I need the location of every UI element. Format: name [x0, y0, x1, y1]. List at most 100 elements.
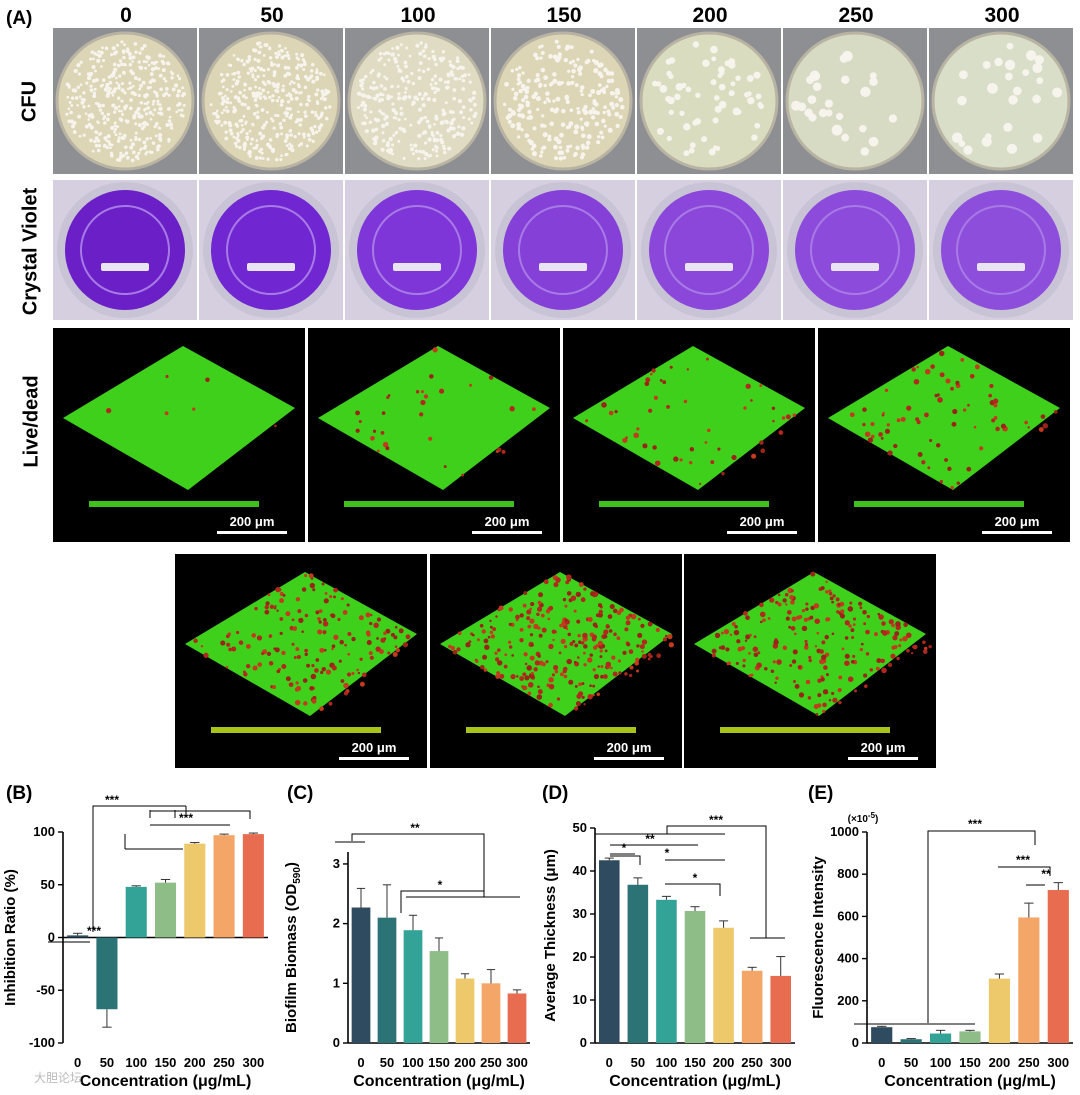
x-tick-label: 300 — [506, 1055, 528, 1070]
bar-250 — [213, 835, 235, 938]
scale-bar-line — [472, 531, 542, 534]
y-tick-label: 0 — [580, 1035, 587, 1050]
significance-label: *** — [105, 795, 119, 807]
scale-bar: 200 μm — [339, 740, 409, 760]
x-tick-label: 50 — [904, 1055, 918, 1070]
significance-label: *** — [179, 811, 193, 825]
bar-250 — [481, 983, 501, 1043]
significance-label: * — [665, 846, 670, 860]
conc-header-0: 0 — [120, 4, 132, 27]
crystal-violet-well-photo-150 — [491, 180, 635, 320]
biofilm-biomass-chart: 0 1 2 3 0 50 100 150 200 250 300 Concentration (μg/… — [283, 821, 530, 1090]
scale-bar-line — [727, 531, 797, 534]
y-axis-label: Average Thickness (μm) — [542, 849, 559, 1022]
significance-label: ** — [410, 821, 420, 835]
cfu-plate-photo-50 — [199, 28, 343, 174]
crystal-violet-well-photo-50 — [199, 180, 343, 320]
x-tick-label: 250 — [741, 1055, 763, 1070]
panel-a-label: (A) — [6, 8, 33, 29]
cfu-plate-photo-250 — [783, 28, 927, 174]
significance-bracket — [124, 810, 251, 850]
scale-bar: 200 μm — [217, 514, 287, 534]
scale-bar-line — [982, 531, 1052, 534]
bar-50 — [96, 937, 118, 1010]
y-axis-label: Inhibition Ratio (%) — [2, 869, 19, 1006]
live-dead-image-300: 200 μm — [684, 554, 936, 768]
bar-200 — [988, 978, 1011, 1043]
x-tick-label: 150 — [684, 1055, 706, 1070]
scale-bar-label: 200 μm — [351, 740, 397, 755]
x-tick-label: 250 — [1018, 1055, 1040, 1070]
bar-150 — [429, 951, 449, 1043]
bar-200 — [455, 978, 475, 1043]
x-tick-label: 200 — [713, 1055, 735, 1070]
scale-bar: 200 μm — [982, 514, 1052, 534]
significance-bracket — [854, 830, 1036, 1025]
panel-e-label: (E) — [808, 783, 834, 804]
conc-header-50: 50 — [260, 4, 284, 27]
y-tick-label: 2 — [333, 916, 340, 931]
crystal-violet-well-photo-250 — [783, 180, 927, 320]
bar-100 — [403, 930, 423, 1043]
scale-bar: 200 μm — [472, 514, 542, 534]
x-tick-label: 100 — [402, 1055, 424, 1070]
bar-0 — [871, 1027, 893, 1043]
scale-bar-line — [848, 757, 918, 760]
live-dead-image-250: 200 μm — [430, 554, 682, 768]
x-tick-label: 150 — [155, 1055, 177, 1070]
panel-c-label: (C) — [287, 783, 314, 804]
significance-label: ** — [1041, 867, 1051, 881]
x-tick-label: 150 — [959, 1055, 981, 1070]
bar-0 — [351, 907, 371, 1043]
y-tick-label: 600 — [837, 908, 859, 923]
significance-label: *** — [87, 924, 101, 938]
significance-bracket — [335, 833, 520, 898]
bar-0 — [67, 935, 89, 938]
conc-header-300: 300 — [984, 4, 1020, 27]
conc-header-250: 250 — [838, 4, 874, 27]
bar-300 — [770, 975, 791, 1043]
x-tick-label: 0 — [606, 1055, 613, 1070]
y-tick-label: 200 — [837, 993, 859, 1008]
watermark: 大胆论坛 — [34, 1071, 83, 1085]
cfu-plate-photo-150 — [491, 28, 635, 174]
y-tick-label: -100 — [29, 1035, 55, 1050]
bar-100 — [656, 899, 677, 1043]
row-label-crystal-violet: Crystal Violet — [19, 187, 42, 316]
x-tick-label: 150 — [428, 1055, 450, 1070]
y-tick-label: 0 — [48, 930, 55, 945]
significance-label: * — [622, 841, 627, 855]
significance-label: *** — [1016, 853, 1030, 867]
y-tick-label: 0 — [852, 1035, 859, 1050]
bar-0 — [599, 860, 620, 1043]
bar-300 — [242, 834, 264, 938]
y-axis-label: Biofilm Biomass (OD590) — [283, 862, 303, 1033]
x-tick-label: 200 — [989, 1055, 1011, 1070]
x-tick-label: 200 — [184, 1055, 206, 1070]
scale-bar-line — [217, 531, 287, 534]
crystal-violet-well-photo-200 — [637, 180, 781, 320]
scale-bar-label: 200 μm — [606, 740, 652, 755]
live-dead-image-50: 200 μm — [308, 328, 560, 542]
scale-note: (×10-5) — [848, 811, 879, 825]
x-tick-label: 100 — [656, 1055, 678, 1070]
x-axis-label: Concentration (μg/mL) — [609, 1073, 781, 1090]
scale-bar-label: 200 μm — [484, 514, 530, 529]
scale-bar: 200 μm — [594, 740, 664, 760]
row-label-cfu: CFU — [18, 80, 41, 123]
x-tick-label: 300 — [1047, 1055, 1069, 1070]
x-axis-label: Concentration (μg/mL) — [353, 1073, 525, 1090]
scale-bar: 200 μm — [848, 740, 918, 760]
live-dead-image-200: 200 μm — [175, 554, 427, 768]
significance-bracket — [665, 883, 721, 896]
x-axis-label: Concentration (μg/mL) — [884, 1073, 1056, 1090]
bar-50 — [900, 1039, 922, 1043]
conc-header-150: 150 — [546, 4, 582, 27]
bar-200 — [713, 927, 734, 1043]
bar-50 — [377, 917, 397, 1043]
y-tick-label: 3 — [333, 856, 340, 871]
x-tick-label: 100 — [930, 1055, 952, 1070]
x-axis-label: Concentration (μg/mL) — [80, 1073, 252, 1090]
scale-bar-line — [339, 757, 409, 760]
y-tick-label: 1 — [333, 975, 340, 990]
